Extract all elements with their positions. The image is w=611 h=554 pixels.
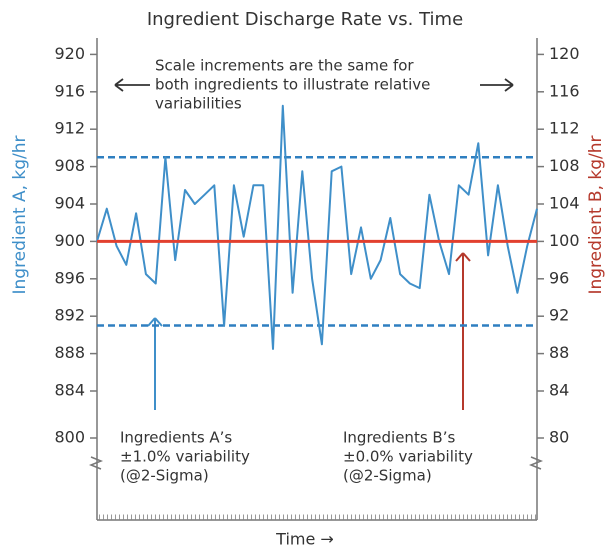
annotation: Ingredients A’s [120,429,232,447]
annotation: ±0.0% variability [343,448,473,466]
axis-break [88,456,544,470]
y2-tick-label: 92 [549,306,569,325]
y2-tick-label: 100 [549,231,580,250]
annotation: Ingredients B’s [343,429,455,447]
annotation: (@2-Sigma) [343,467,432,485]
y-tick-label: 892 [54,306,85,325]
annotation: both ingredients to illustrate relative [155,76,430,94]
y-tick-label: 896 [54,268,85,287]
arrow-b [455,252,471,410]
scale-arrows [114,78,514,92]
y-tick-label: 920 [54,44,85,63]
y2-tick-label: 84 [549,381,569,400]
arrow-a [147,317,163,410]
x-axis-label: Time → [275,530,334,549]
series-line [96,104,538,350]
annotation: variabilities [155,95,242,113]
y-tick-label: 912 [54,119,85,138]
y-axis-label: Ingredient A, kg/hr [10,135,30,294]
annotation: (@2-Sigma) [120,467,209,485]
y-tick-label: 900 [54,231,85,250]
annotation: Scale increments are the same for [155,57,414,75]
y2-tick-label: 112 [549,119,580,138]
y2-axis-label: Ingredient B, kg/hr [586,135,606,294]
y2-tick-label: 104 [549,194,580,213]
y-tick-label: 904 [54,194,85,213]
y-tick-label: 884 [54,381,85,400]
y-tick-label: 916 [54,81,85,100]
y2-tick-label: 116 [549,81,580,100]
y2-tick-label: 96 [549,268,569,287]
chart-title: Ingredient Discharge Rate vs. Time [147,9,463,30]
y2-tick-label: 88 [549,343,569,362]
y2-tick-label: 108 [549,156,580,175]
y2-tick-label: 80 [549,428,569,447]
y-tick-label: 888 [54,343,85,362]
y2-tick-label: 120 [549,44,580,63]
y-tick-label: 908 [54,156,85,175]
y-tick-label: 800 [54,428,85,447]
annotation: ±1.0% variability [120,448,250,466]
